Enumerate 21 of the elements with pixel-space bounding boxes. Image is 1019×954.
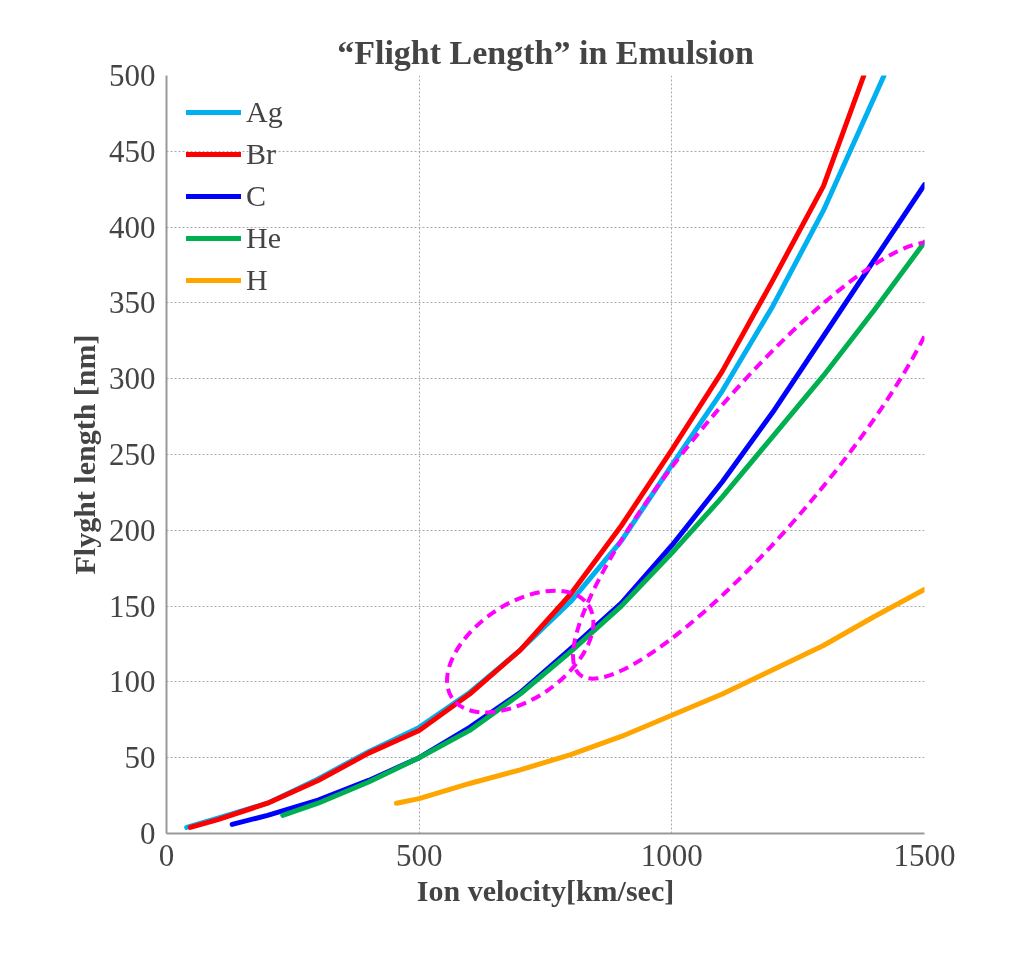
y-tick-label: 100 xyxy=(109,664,156,700)
y-tick-label: 450 xyxy=(109,133,156,169)
legend-label: Ag xyxy=(246,95,283,129)
x-tick-label: 1000 xyxy=(640,837,703,873)
chart-title: “Flight Length” in Emulsion xyxy=(337,33,754,71)
legend-label: H xyxy=(246,263,268,297)
x-tick-label: 1500 xyxy=(893,837,956,873)
legend-label: C xyxy=(246,179,267,213)
x-axis-title: Ion velocity[km/sec] xyxy=(416,873,675,907)
legend-label: He xyxy=(246,221,281,255)
y-tick-label: 300 xyxy=(109,361,156,397)
y-tick-label: 50 xyxy=(124,740,156,776)
y-tick-label: 350 xyxy=(109,285,156,321)
y-tick-label: 150 xyxy=(109,588,156,624)
y-tick-label: 500 xyxy=(109,58,156,93)
legend-label: Br xyxy=(246,137,276,171)
y-axis-title: Flyght length [nm] xyxy=(68,334,101,575)
y-tick-label: 250 xyxy=(109,437,156,472)
y-tick-label: 400 xyxy=(109,209,156,245)
y-tick-label: 200 xyxy=(109,512,156,548)
x-tick-label: 500 xyxy=(395,837,443,873)
